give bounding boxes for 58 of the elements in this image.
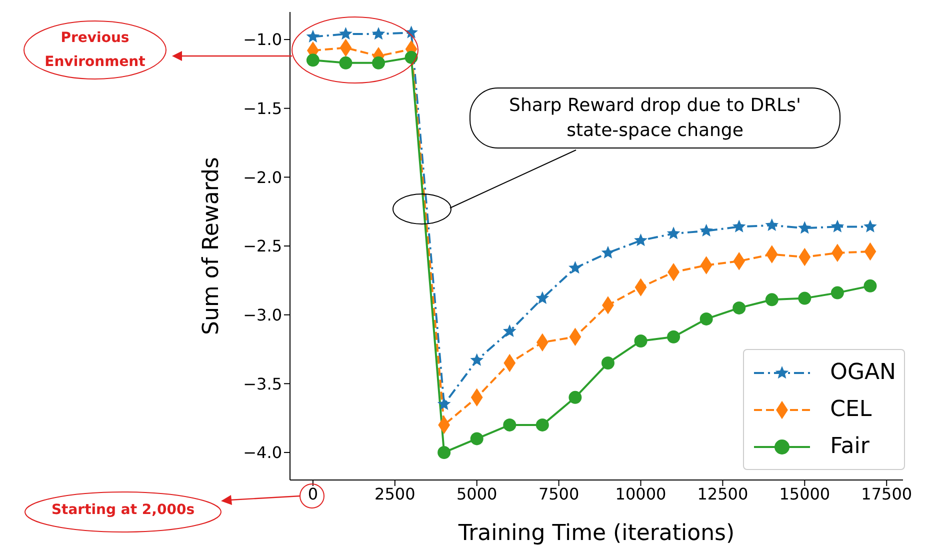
point: [437, 397, 451, 410]
point: [634, 334, 648, 348]
point: [864, 279, 877, 292]
point: [732, 301, 746, 314]
x-tick-label: 5000: [456, 484, 498, 504]
point: [601, 356, 614, 370]
point: [536, 291, 550, 304]
x-tick-label: 15000: [779, 484, 830, 504]
point: [798, 221, 812, 234]
point: [732, 220, 746, 232]
point: [765, 218, 779, 232]
point: [536, 418, 549, 432]
point: [306, 54, 320, 67]
y-tick-label: −4.0: [243, 443, 282, 462]
point: [667, 330, 680, 344]
annotation: Sharp Reward drop due to DRLs' state-space change: [508, 94, 802, 143]
text: Starting at 2,000s: [50, 502, 196, 518]
point: [470, 432, 484, 446]
point: [306, 30, 320, 42]
point: [634, 233, 648, 246]
legend-label: CEL: [830, 397, 872, 422]
legend-label: Fair: [830, 434, 870, 459]
point: [372, 56, 386, 70]
point: [470, 353, 484, 366]
point: [372, 27, 386, 40]
point: [503, 418, 516, 432]
point: [830, 220, 844, 232]
y-tick-label: −3.5: [243, 374, 282, 394]
x-tick-label: 17500: [861, 484, 912, 504]
y-tick-label: −1.0: [243, 30, 282, 50]
point: [438, 446, 451, 459]
x-tick-label: 2500: [374, 484, 416, 504]
x-tick-label: 12500: [697, 484, 748, 504]
point: [568, 390, 582, 404]
point: [798, 292, 812, 305]
point: [864, 220, 877, 232]
point: [830, 286, 844, 300]
point: [502, 324, 516, 338]
point: [601, 246, 615, 259]
point: [700, 312, 713, 326]
text: Previous Environment: [44, 29, 146, 72]
point: [765, 293, 778, 306]
x-tick-label: 7500: [538, 484, 580, 504]
point: [568, 261, 582, 274]
y-axis-title: Sum of Rewards: [198, 157, 224, 335]
x-axis-title: Training Time (iterations): [457, 521, 735, 546]
point: [700, 224, 713, 237]
point: [404, 50, 418, 64]
y-tick-label: −2.0: [243, 168, 282, 187]
x-tick-label: 10000: [615, 484, 666, 504]
y-tick-label: −3.0: [243, 306, 282, 325]
x-tick-label: 0: [308, 484, 318, 504]
point: [339, 27, 352, 40]
point: [666, 226, 680, 240]
y-tick-label: −1.5: [243, 99, 282, 118]
legend-label: OGAN: [830, 360, 896, 385]
point: [339, 56, 352, 70]
y-tick-label: −2.5: [243, 236, 282, 256]
